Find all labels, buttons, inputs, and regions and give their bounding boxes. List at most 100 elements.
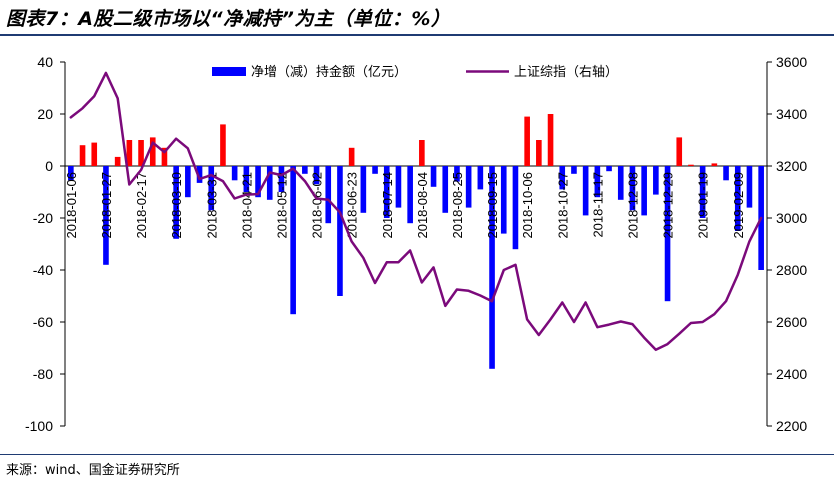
bar bbox=[536, 140, 542, 166]
bar bbox=[278, 166, 285, 192]
legend-bar-swatch bbox=[212, 67, 246, 76]
left-axis-tick-label: -80 bbox=[33, 366, 53, 382]
bar bbox=[348, 147, 355, 166]
bar bbox=[688, 164, 694, 166]
bar bbox=[266, 166, 273, 200]
line-series bbox=[69, 71, 763, 352]
bar bbox=[313, 166, 320, 185]
x-tick-label: 2018-01-06 bbox=[64, 172, 79, 239]
x-tick-label: 2018-12-08 bbox=[625, 172, 640, 239]
x-tick-label: 2018-05-12 bbox=[274, 172, 289, 239]
x-tick-label: 2018-04-21 bbox=[239, 172, 254, 239]
left-axis: 40 20 0 -20 -40 -60 -80 -100 bbox=[25, 54, 66, 434]
source-note: 来源：wind、国金证券研究所 bbox=[6, 463, 180, 478]
bar bbox=[454, 166, 460, 182]
x-tick-label: 2018-08-25 bbox=[450, 172, 465, 239]
right-axis-tick-label: 3000 bbox=[776, 210, 807, 226]
figure-title: 图表7：A股二级市场以“净减持”为主（单位：%） bbox=[6, 8, 451, 30]
bar bbox=[337, 166, 343, 296]
x-tick-label: 2018-12-29 bbox=[661, 172, 676, 239]
right-axis: 3600 3400 3200 3000 2800 2600 2400 2200 bbox=[766, 54, 807, 434]
bar bbox=[196, 166, 203, 183]
legend: 净增（减）持金额（亿元） 上证综指（右轴） bbox=[212, 64, 618, 79]
bar bbox=[208, 166, 215, 211]
bar bbox=[641, 166, 647, 216]
bar bbox=[383, 166, 390, 218]
bar bbox=[79, 145, 86, 166]
bar bbox=[325, 166, 332, 224]
bar bbox=[185, 166, 191, 198]
bar bbox=[606, 166, 612, 172]
bar bbox=[489, 166, 495, 369]
bar bbox=[524, 116, 530, 166]
x-tick-label: 2018-06-02 bbox=[310, 172, 325, 239]
bar bbox=[220, 124, 226, 166]
bar bbox=[653, 166, 659, 195]
x-tick-label: 2018-01-27 bbox=[99, 172, 114, 239]
x-tick-label: 2018-06-23 bbox=[345, 172, 360, 239]
bar bbox=[114, 156, 121, 166]
left-axis-tick-label: 0 bbox=[45, 158, 53, 174]
bar bbox=[138, 140, 144, 166]
bar bbox=[477, 166, 484, 190]
bar bbox=[360, 166, 367, 213]
left-axis-tick-label: 40 bbox=[37, 54, 53, 70]
x-tick-label: 2018-03-31 bbox=[204, 172, 219, 239]
bar bbox=[290, 166, 296, 315]
right-axis-tick-label: 2200 bbox=[776, 418, 807, 434]
x-tick-labels: 2018-01-06 2018-01-27 2018-02-17 2018-03-10… bbox=[64, 172, 746, 239]
x-tick-label: 2018-02-17 bbox=[134, 172, 149, 239]
bar bbox=[126, 140, 133, 166]
bar bbox=[559, 166, 566, 190]
bar bbox=[676, 137, 683, 166]
title-divider bbox=[0, 34, 834, 36]
left-axis-tick-label: -40 bbox=[33, 262, 53, 278]
right-axis-tick-label: 2800 bbox=[776, 262, 807, 278]
left-axis-tick-label: 20 bbox=[37, 106, 53, 122]
source-divider bbox=[0, 454, 834, 455]
legend-line-label: 上证综指（右轴） bbox=[514, 64, 618, 79]
bar bbox=[571, 166, 577, 174]
left-axis-tick-label: -60 bbox=[33, 314, 53, 330]
right-axis-tick-label: 3200 bbox=[776, 158, 807, 174]
bar bbox=[161, 147, 168, 166]
x-tick-label: 2018-10-06 bbox=[520, 172, 535, 239]
bar bbox=[500, 166, 507, 234]
bar bbox=[582, 166, 589, 216]
bar bbox=[231, 166, 238, 181]
x-tick-label: 2018-03-10 bbox=[169, 172, 184, 239]
bar bbox=[465, 166, 472, 208]
x-tick-label: 2018-11-17 bbox=[590, 172, 605, 238]
bar bbox=[746, 166, 753, 208]
bar bbox=[442, 166, 449, 213]
bar bbox=[395, 166, 402, 208]
x-tick-label: 2018-10-27 bbox=[555, 172, 570, 239]
x-tick-label: 2019-02-09 bbox=[731, 172, 746, 239]
bar-series bbox=[68, 114, 764, 369]
left-axis-tick-label: -100 bbox=[25, 418, 53, 434]
bar bbox=[91, 142, 98, 166]
bar bbox=[430, 166, 437, 187]
bar bbox=[699, 166, 706, 218]
bar bbox=[629, 166, 636, 211]
bar bbox=[734, 166, 741, 231]
bar bbox=[664, 166, 671, 302]
bar bbox=[173, 166, 179, 239]
x-tick-label: 2018-07-14 bbox=[380, 172, 395, 239]
bar bbox=[255, 166, 261, 198]
x-tick-label: 2019-01-19 bbox=[696, 172, 711, 239]
index-line bbox=[69, 71, 763, 352]
x-tick-label: 2018-09-15 bbox=[485, 172, 500, 239]
bar bbox=[711, 163, 718, 166]
bar bbox=[372, 166, 378, 174]
bar bbox=[68, 166, 74, 181]
bar bbox=[243, 166, 250, 192]
bar bbox=[419, 140, 425, 166]
legend-bar-label: 净增（减）持金额（亿元） bbox=[251, 64, 407, 79]
bar bbox=[512, 166, 519, 250]
bar bbox=[723, 166, 729, 181]
bar bbox=[617, 166, 624, 200]
right-axis-tick-label: 3400 bbox=[776, 106, 807, 122]
combo-chart: 40 20 0 -20 -40 -60 -80 -100 3600 3400 3200 3000 28… bbox=[25, 54, 807, 434]
bar bbox=[103, 166, 109, 265]
